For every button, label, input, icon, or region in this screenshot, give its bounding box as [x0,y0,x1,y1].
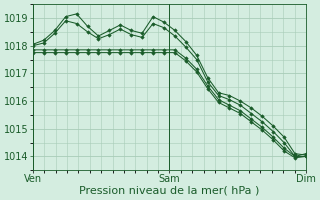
X-axis label: Pression niveau de la mer( hPa ): Pression niveau de la mer( hPa ) [79,186,260,196]
